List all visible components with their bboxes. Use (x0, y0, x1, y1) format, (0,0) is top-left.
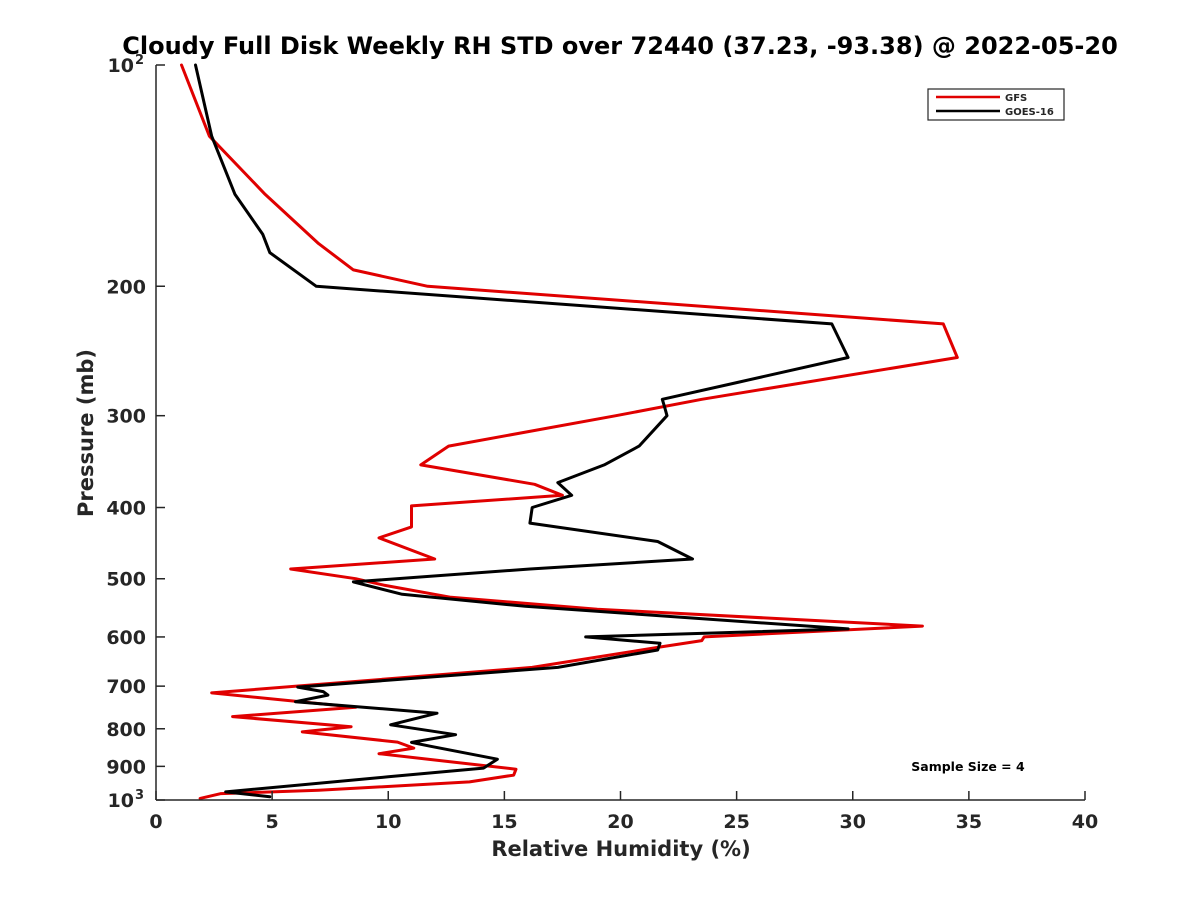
x-tick-label: 15 (491, 811, 517, 833)
series-line-goes16 (194, 63, 850, 799)
y-tick-label: 600 (106, 627, 146, 649)
x-tick-label: 20 (607, 811, 633, 833)
y-tick-exponent: 3 (135, 788, 144, 803)
x-tick-label: 35 (956, 811, 982, 833)
x-ticks: 0 5 10 15 20 25 30 35 40 (149, 791, 1098, 833)
series-layer (180, 63, 959, 800)
x-tick-label: 10 (375, 811, 401, 833)
y-tick-label: 10 (108, 790, 134, 812)
x-tick-label: 30 (840, 811, 866, 833)
y-tick-exponent: 2 (135, 53, 144, 68)
y-tick-label: 200 (106, 276, 146, 298)
y-tick-label: 300 (106, 406, 146, 428)
legend: GFS GOES-16 (927, 88, 1065, 121)
series-line-gfs (180, 63, 959, 800)
y-tick-label: 700 (106, 676, 146, 698)
y-tick-label: 10 (108, 55, 134, 77)
chart-title: Cloudy Full Disk Weekly RH STD over 7244… (122, 32, 1118, 60)
x-tick-label: 0 (149, 811, 162, 833)
y-tick-label: 400 (106, 498, 146, 520)
y-tick-label: 900 (106, 756, 146, 778)
x-tick-label: 5 (266, 811, 279, 833)
legend-label-gfs: GFS (1005, 93, 1027, 104)
x-axis-label: Relative Humidity (%) (491, 837, 750, 861)
y-axis-label: Pressure (mb) (74, 349, 98, 517)
x-tick-label: 25 (723, 811, 749, 833)
legend-label-goes16: GOES-16 (1005, 107, 1054, 118)
y-tick-label: 500 (106, 569, 146, 591)
sample-size-annotation: Sample Size = 4 (911, 759, 1025, 774)
x-tick-label: 40 (1072, 811, 1098, 833)
legend-box (927, 88, 1065, 121)
y-tick-label: 800 (106, 719, 146, 741)
